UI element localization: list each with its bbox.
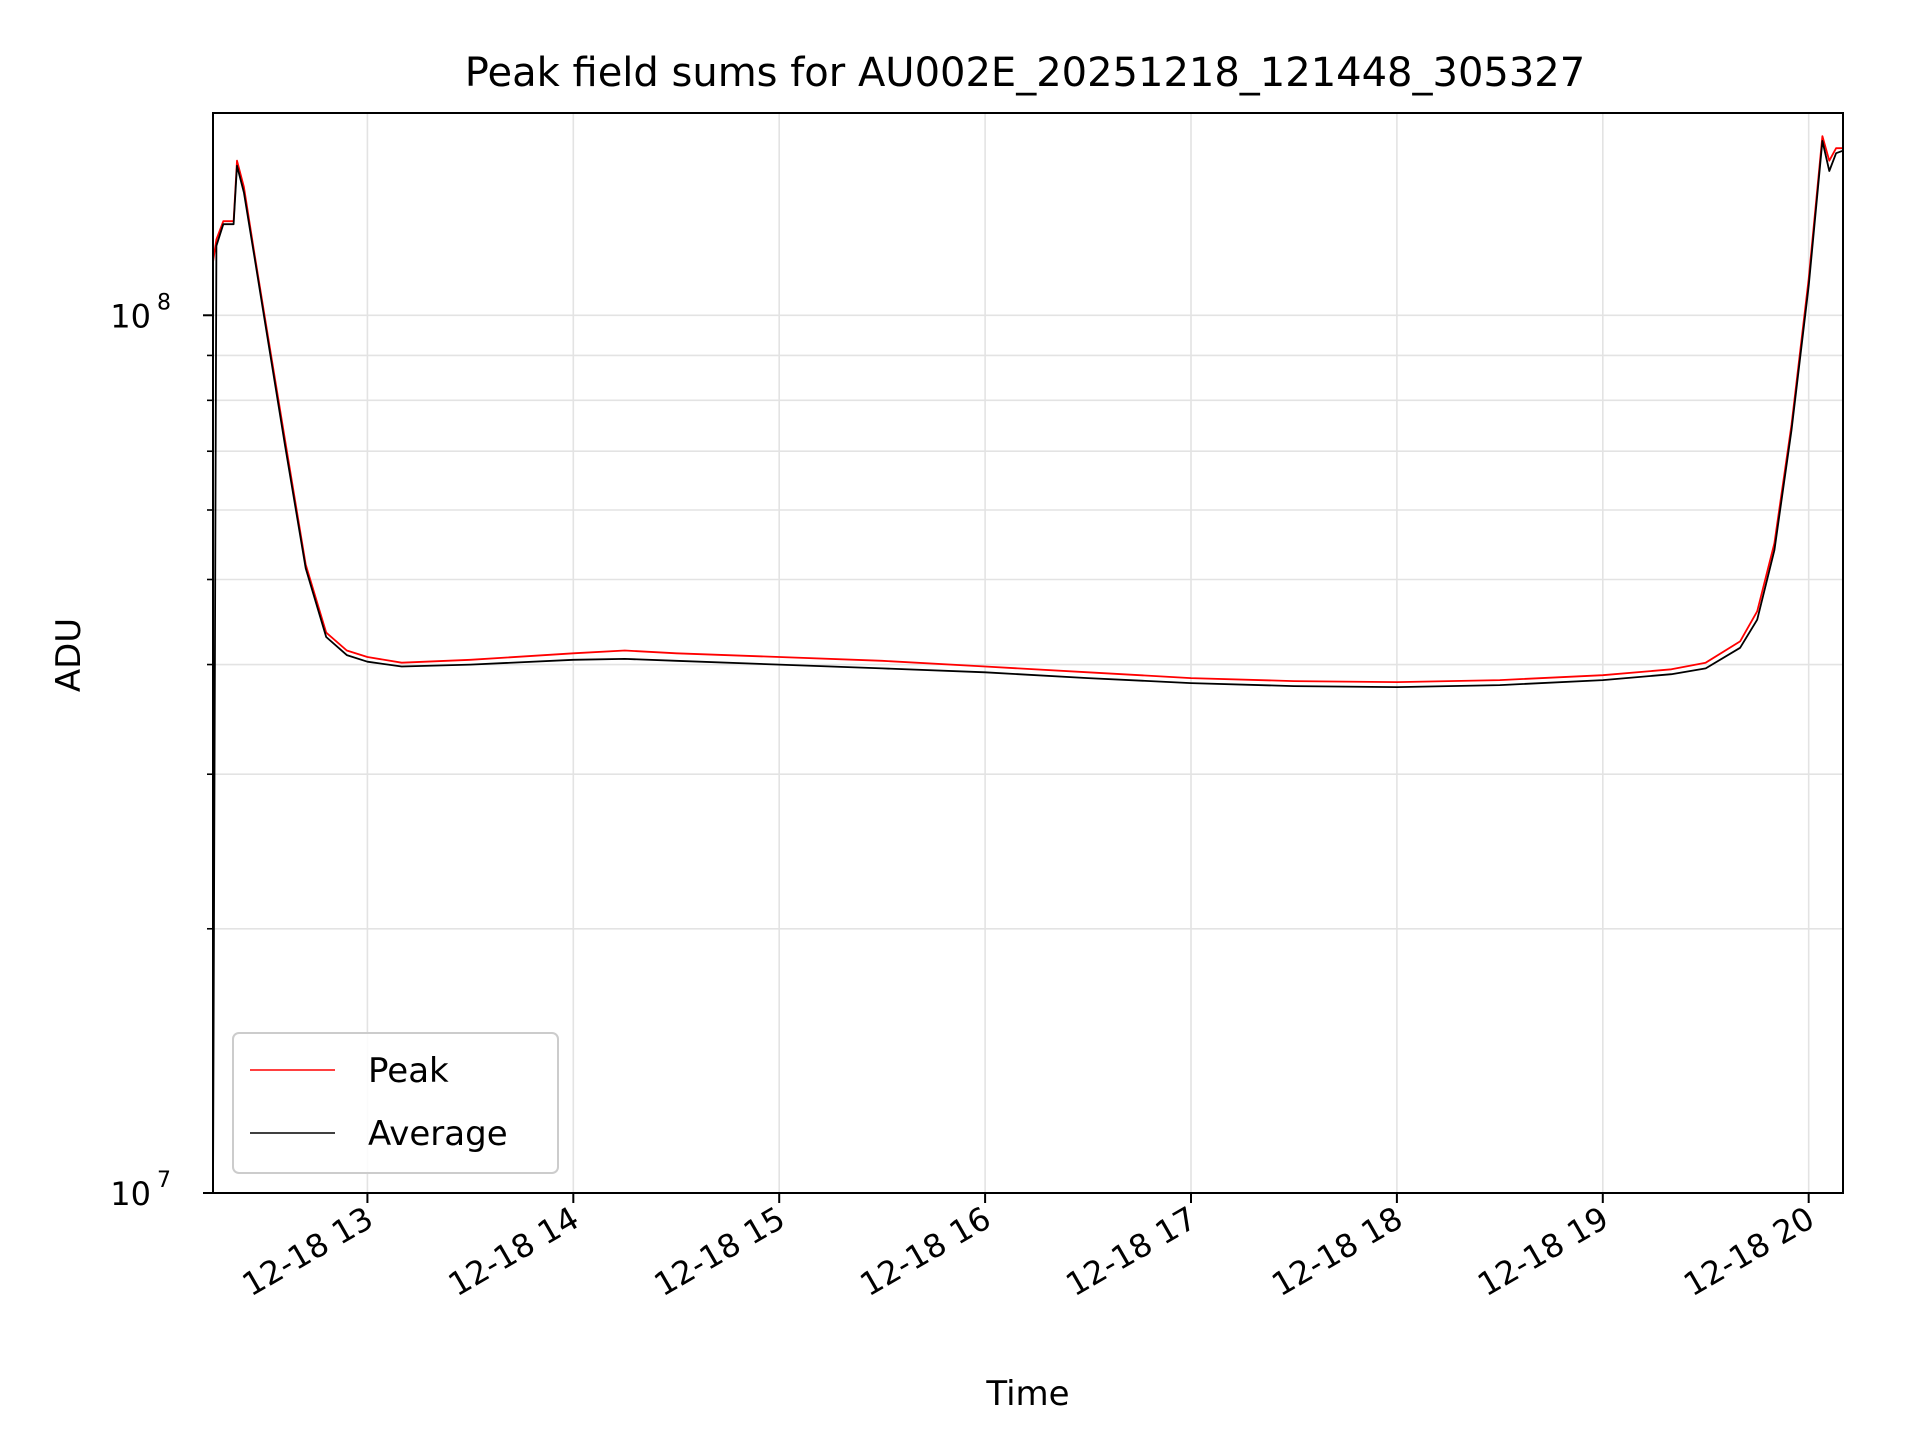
y-axis-label: ADU: [49, 618, 89, 692]
series-lines: [212, 135, 1844, 1194]
legend-label-peak: Peak: [368, 1051, 449, 1091]
y-tick-label-exponent: 8: [157, 290, 171, 315]
y-tick-label-exponent: 7: [157, 1168, 171, 1193]
plot-frame: [212, 112, 1844, 1194]
legend-box: [232, 1032, 559, 1174]
series-line-average: [212, 139, 1844, 1194]
legend: Peak Average: [232, 1032, 559, 1174]
legend-label-average: Average: [368, 1114, 508, 1154]
chart-title: Peak field sums for AU002E_20251218_1214…: [465, 50, 1585, 96]
x-axis-label: Time: [985, 1374, 1069, 1414]
y-tick-label: 10: [110, 1175, 151, 1213]
y-tick-label: 10: [110, 297, 151, 335]
